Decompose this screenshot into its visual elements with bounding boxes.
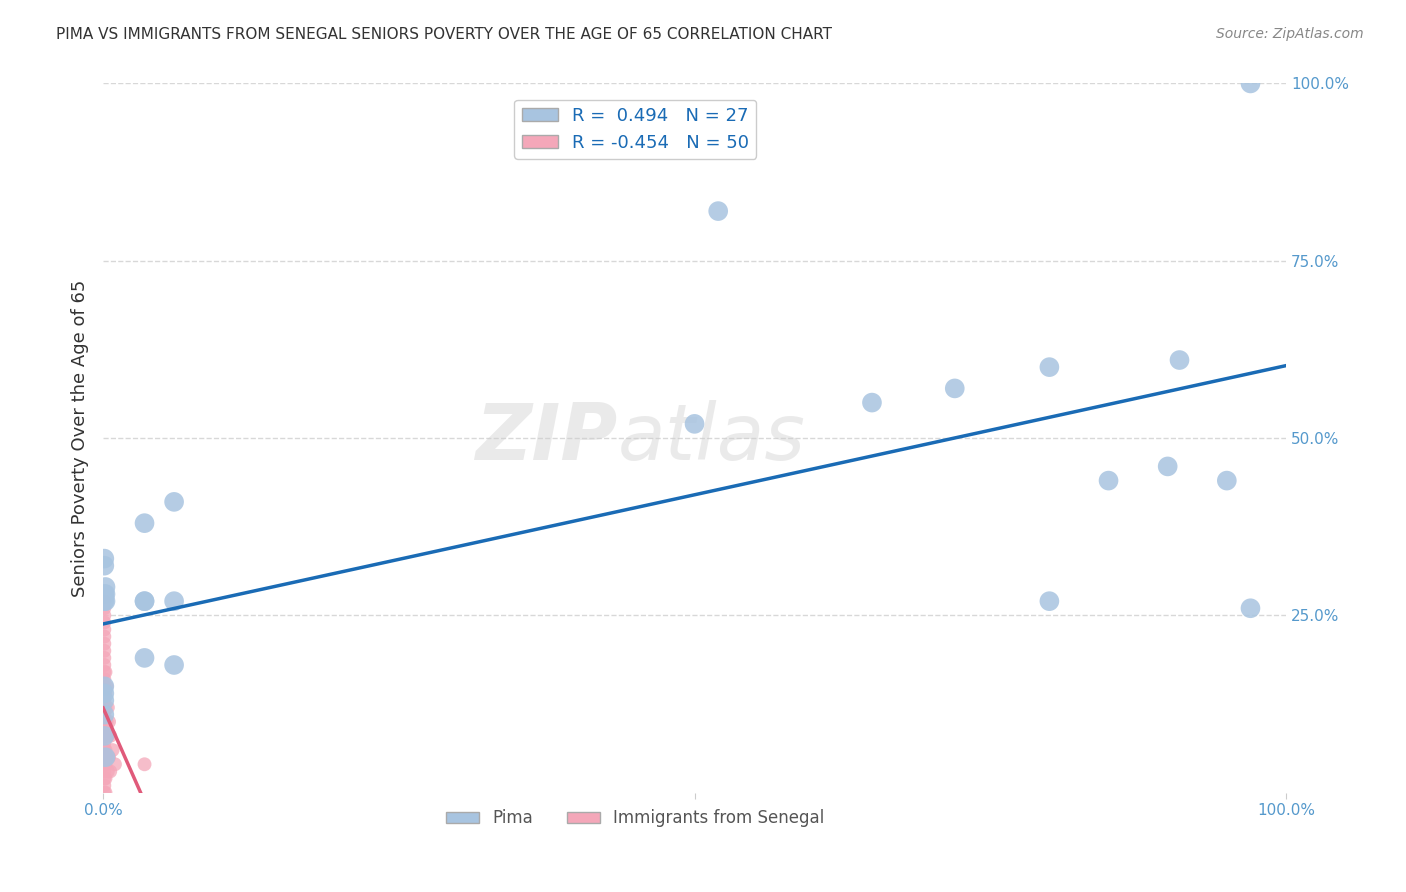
Point [134, 651, 156, 665]
Point [93, 729, 115, 743]
Point [93, 707, 115, 722]
Point [93, 551, 115, 566]
Point [163, 495, 186, 509]
Point [1097, 474, 1119, 488]
Point [93, 686, 115, 700]
Point [98, 764, 121, 779]
Point [93, 757, 115, 772]
Point [97, 729, 120, 743]
Point [98, 750, 121, 764]
Point [93, 587, 115, 601]
Point [97, 764, 120, 779]
Point [93, 693, 115, 707]
Point [94, 743, 117, 757]
Point [97, 700, 120, 714]
Point [93, 707, 115, 722]
Point [94, 714, 117, 729]
Point [98, 714, 121, 729]
Point [93, 601, 115, 615]
Point [93, 594, 115, 608]
Point [98, 729, 121, 743]
Point [93, 743, 115, 757]
Point [93, 665, 115, 679]
Point [134, 516, 156, 530]
Point [93, 750, 115, 764]
Point [104, 757, 127, 772]
Point [1239, 601, 1261, 615]
Text: PIMA VS IMMIGRANTS FROM SENEGAL SENIORS POVERTY OVER THE AGE OF 65 CORRELATION C: PIMA VS IMMIGRANTS FROM SENEGAL SENIORS … [56, 27, 832, 42]
Point [93, 658, 115, 673]
Point [93, 686, 115, 700]
Point [94, 594, 117, 608]
Point [93, 714, 115, 729]
Point [93, 615, 115, 630]
Point [860, 395, 883, 409]
Point [96, 679, 118, 693]
Point [163, 658, 186, 673]
Point [94, 772, 117, 786]
Point [163, 594, 186, 608]
Point [1216, 474, 1239, 488]
Point [1156, 459, 1178, 474]
Point [93, 608, 115, 623]
Text: atlas: atlas [617, 400, 806, 476]
Y-axis label: Seniors Poverty Over the Age of 65: Seniors Poverty Over the Age of 65 [72, 279, 89, 597]
Point [94, 750, 117, 764]
Point [93, 651, 115, 665]
Point [93, 672, 115, 686]
Point [93, 644, 115, 658]
Point [94, 729, 117, 743]
Point [93, 693, 115, 707]
Point [93, 594, 115, 608]
Point [707, 204, 730, 219]
Point [1038, 360, 1060, 375]
Point [94, 786, 117, 800]
Point [93, 736, 115, 750]
Point [94, 686, 117, 700]
Point [93, 558, 115, 573]
Point [94, 757, 117, 772]
Point [93, 623, 115, 637]
Point [94, 580, 117, 594]
Point [93, 729, 115, 743]
Point [943, 381, 966, 395]
Point [93, 722, 115, 736]
Point [96, 750, 118, 764]
Point [96, 714, 118, 729]
Point [1239, 77, 1261, 91]
Point [93, 779, 115, 793]
Point [683, 417, 706, 431]
Point [134, 594, 156, 608]
Point [101, 743, 124, 757]
Point [93, 679, 115, 693]
Point [134, 757, 156, 772]
Point [94, 700, 117, 714]
Point [134, 594, 156, 608]
Legend: Pima, Immigrants from Senegal: Pima, Immigrants from Senegal [440, 803, 831, 834]
Point [93, 772, 115, 786]
Point [94, 587, 117, 601]
Text: ZIP: ZIP [475, 400, 617, 476]
Point [93, 630, 115, 644]
Text: Source: ZipAtlas.com: Source: ZipAtlas.com [1216, 27, 1364, 41]
Point [93, 700, 115, 714]
Point [1038, 594, 1060, 608]
Point [1168, 353, 1191, 368]
Point [93, 786, 115, 800]
Point [93, 764, 115, 779]
Point [94, 665, 117, 679]
Point [93, 637, 115, 651]
Point [93, 679, 115, 693]
